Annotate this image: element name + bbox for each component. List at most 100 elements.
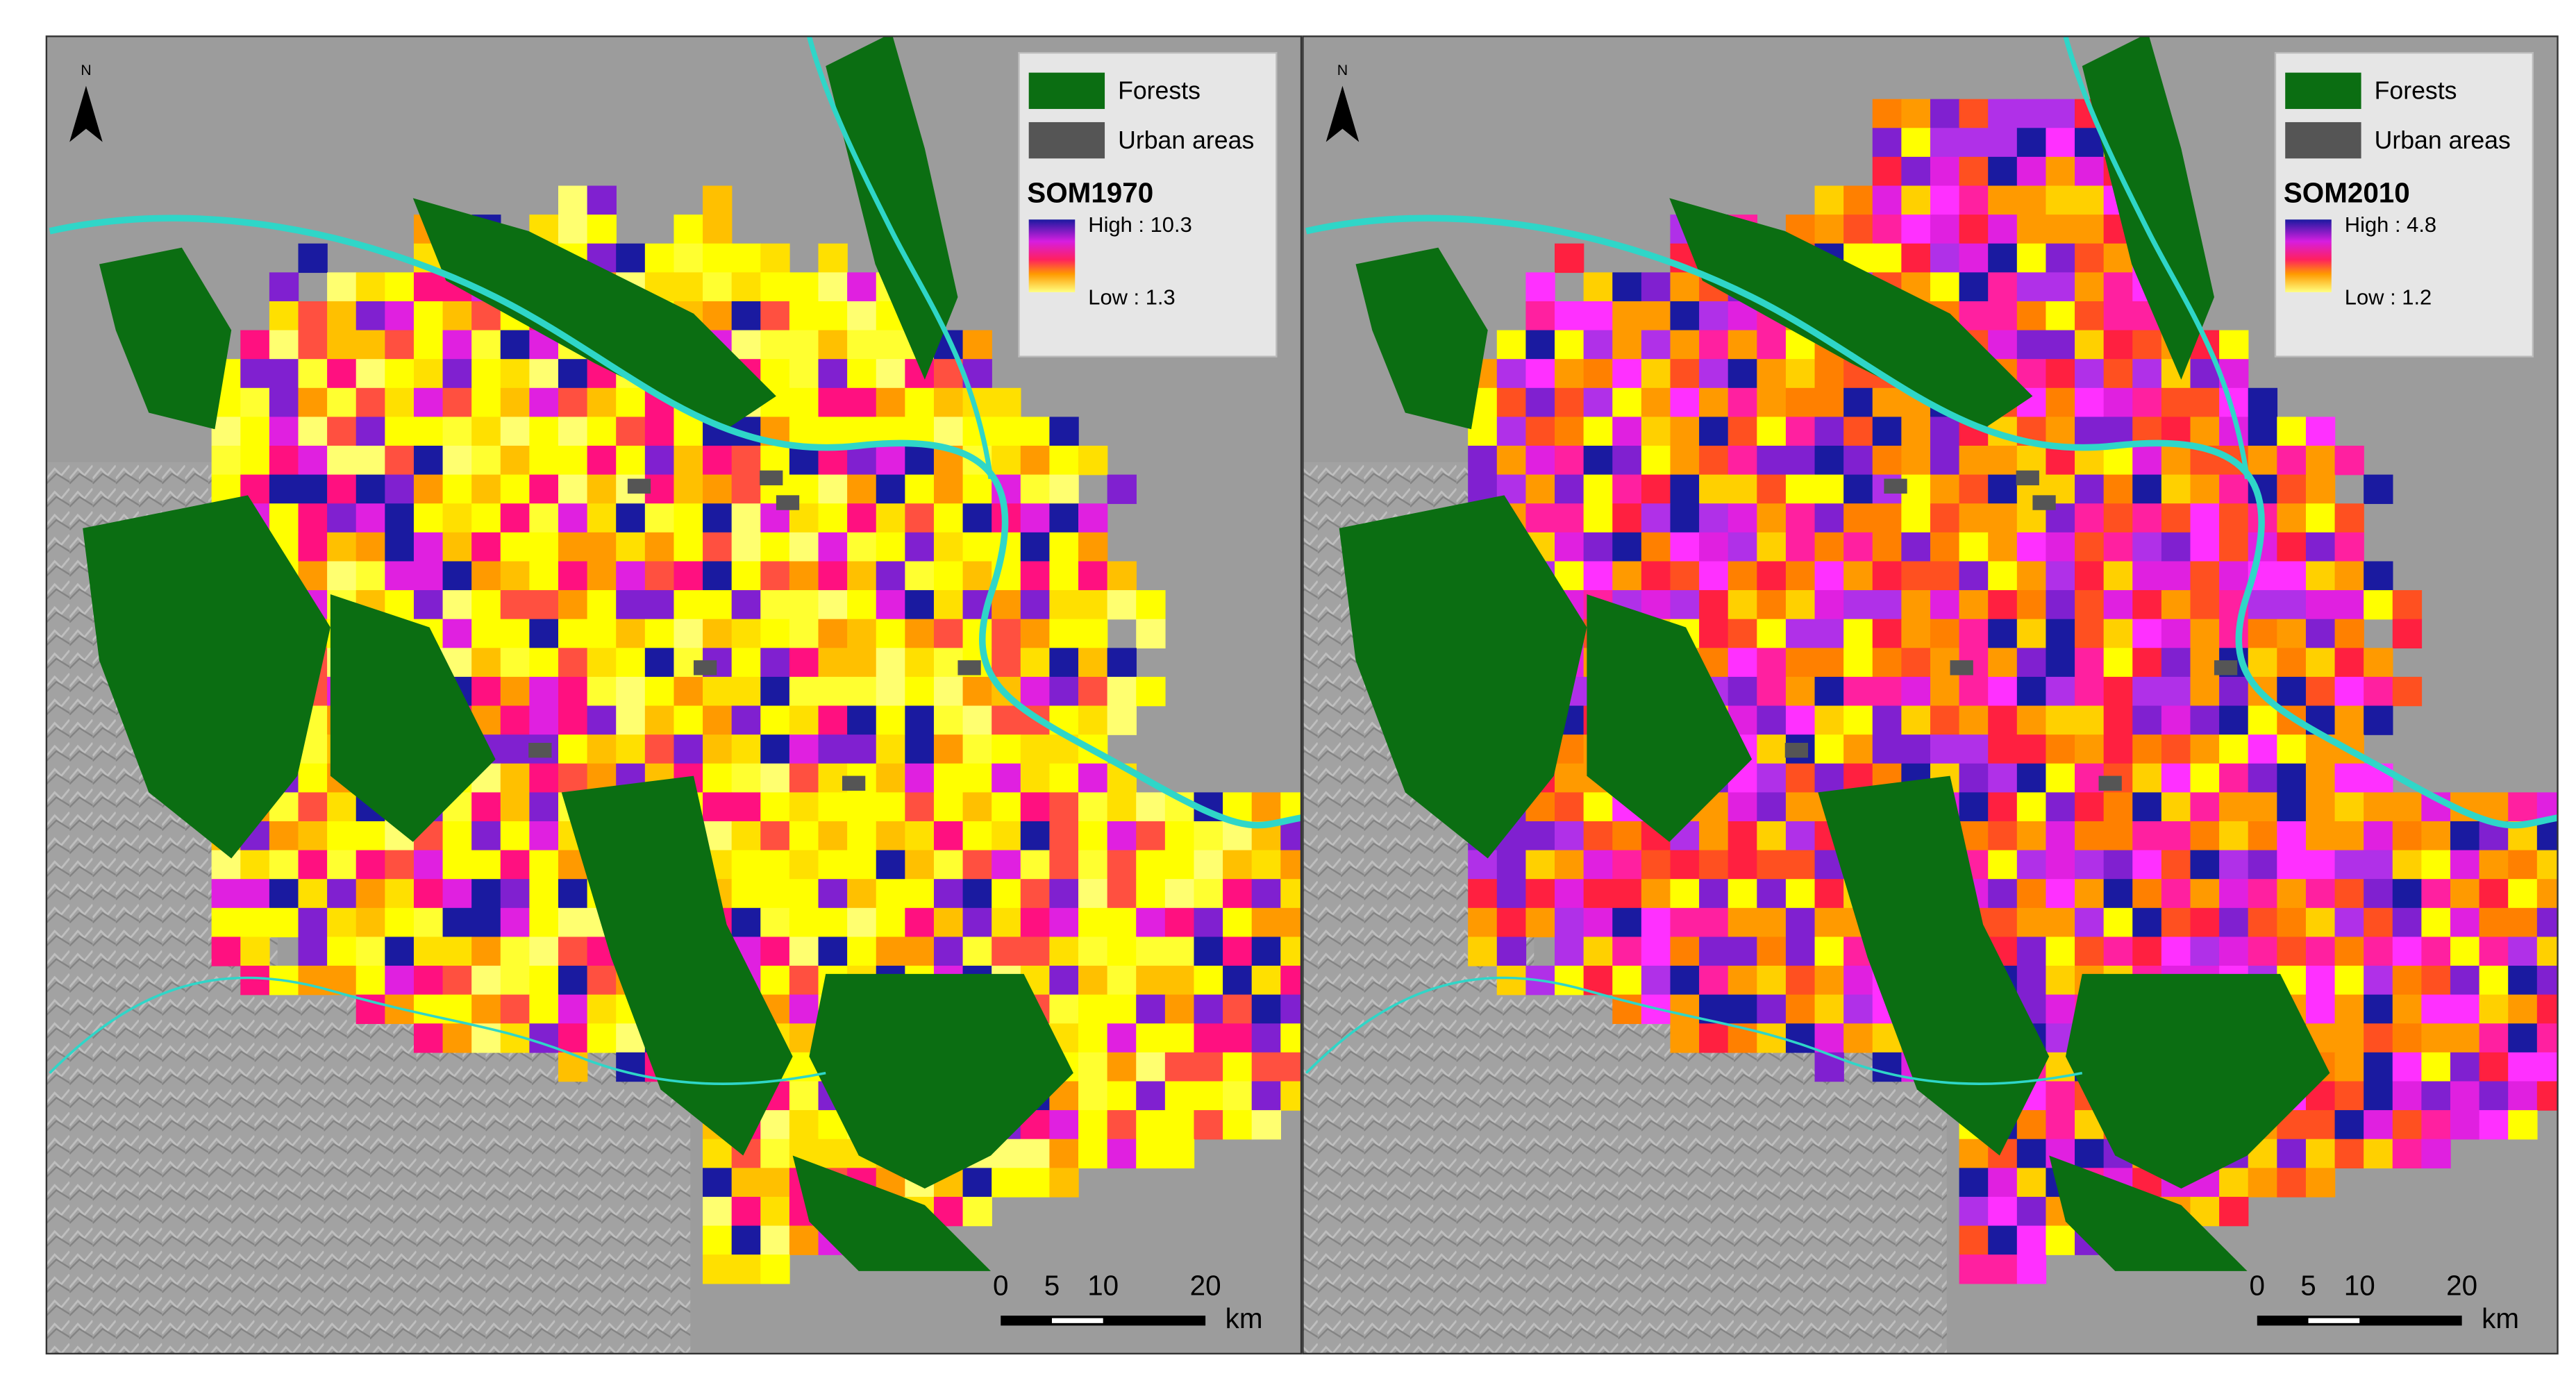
som-cell [847, 619, 877, 649]
som-cell [731, 763, 761, 794]
som-cell [1699, 937, 1729, 966]
som-cell [2248, 1168, 2278, 1198]
som-cell [240, 907, 270, 938]
som-cell [703, 1225, 733, 1255]
som-cell [529, 763, 559, 794]
som-cell [1728, 619, 1758, 649]
som-cell [1049, 590, 1079, 620]
som-cell [529, 590, 559, 620]
som-cell [992, 705, 1021, 735]
som-cell [1901, 99, 1931, 128]
som-cell [2305, 532, 2336, 562]
som-cell [1049, 1110, 1079, 1140]
som-cell [327, 850, 357, 880]
som-cell [905, 387, 935, 418]
som-cell [2016, 185, 2047, 215]
som-cell [2334, 792, 2364, 822]
urban-area [528, 743, 552, 758]
som-cell [2016, 99, 2047, 128]
som-cell [1699, 532, 1729, 562]
som-cell [587, 1023, 617, 1053]
som-cell [992, 1168, 1021, 1198]
som-cell [962, 474, 992, 504]
som-cell [1988, 301, 2018, 331]
som-cell [847, 301, 877, 331]
som-cell [1223, 1110, 1253, 1140]
som-cell [703, 1168, 733, 1198]
som-cell [2479, 1110, 2509, 1140]
som-cell [2016, 735, 2047, 764]
som-cell [1814, 215, 1844, 244]
som-cell [327, 821, 357, 851]
som-cell [818, 243, 848, 274]
som-cell [644, 590, 675, 620]
som-cell [818, 676, 848, 707]
som-cell [703, 446, 733, 476]
som-cell [731, 792, 761, 822]
som-cell [356, 907, 386, 938]
som-cell [413, 417, 444, 446]
som-cell [2219, 763, 2249, 794]
som-cell [760, 1168, 790, 1198]
som-cell [385, 474, 415, 504]
som-cell [558, 532, 588, 562]
som-cell [992, 735, 1021, 764]
som-cell [298, 792, 328, 822]
som-cell [1699, 446, 1729, 476]
som-cell [269, 821, 299, 851]
som-cell [789, 446, 819, 476]
som-cell [1223, 937, 1253, 966]
som-cell [962, 561, 992, 591]
som-cell [847, 850, 877, 880]
som-cell [1814, 1052, 1844, 1082]
som-cell [2479, 850, 2509, 880]
som-cell [2392, 619, 2423, 649]
som-cell [1641, 301, 1671, 331]
som-cell [2364, 561, 2393, 591]
som-cell [818, 879, 848, 909]
som-cell [1988, 735, 2018, 764]
som-cell [1959, 619, 1989, 649]
som-cell [2536, 821, 2558, 851]
som-cell [1049, 648, 1079, 678]
som-cell [2421, 994, 2451, 1024]
forest [2065, 973, 2330, 1189]
som-cell [2046, 792, 2075, 822]
som-cell [992, 619, 1021, 649]
som-cell [2421, 907, 2451, 938]
som-cell [1728, 648, 1758, 678]
som-cell [1728, 417, 1758, 446]
som-cell [269, 446, 299, 476]
som-cell [2190, 907, 2220, 938]
legend-swatch-urban [1028, 121, 1105, 159]
som-cell [442, 850, 472, 880]
som-cell [1699, 821, 1729, 851]
som-cell [1699, 879, 1729, 909]
som-cell [2016, 243, 2047, 274]
som-cell [1194, 1110, 1223, 1140]
som-cell [2161, 907, 2191, 938]
som-cell [616, 1052, 646, 1082]
som-cell [962, 879, 992, 909]
som-cell [760, 561, 790, 591]
som-cell [818, 648, 848, 678]
som-cell [1583, 330, 1613, 360]
river [49, 976, 826, 1085]
som-cell [442, 937, 472, 966]
som-cell [442, 532, 472, 562]
som-cell [674, 590, 703, 620]
som-cell [1814, 648, 1844, 678]
som-cell [1194, 821, 1223, 851]
forest [561, 775, 793, 1156]
som-cell [1164, 1023, 1195, 1053]
forest [412, 198, 776, 430]
som-cell [269, 387, 299, 418]
som-cell [905, 907, 935, 938]
som-cell [1251, 966, 1282, 996]
som-cell [789, 879, 819, 909]
som-cell [760, 735, 790, 764]
som-cell [327, 272, 357, 302]
som-cell [905, 648, 935, 678]
som-cell [471, 648, 501, 678]
som-cell [1757, 994, 1787, 1024]
